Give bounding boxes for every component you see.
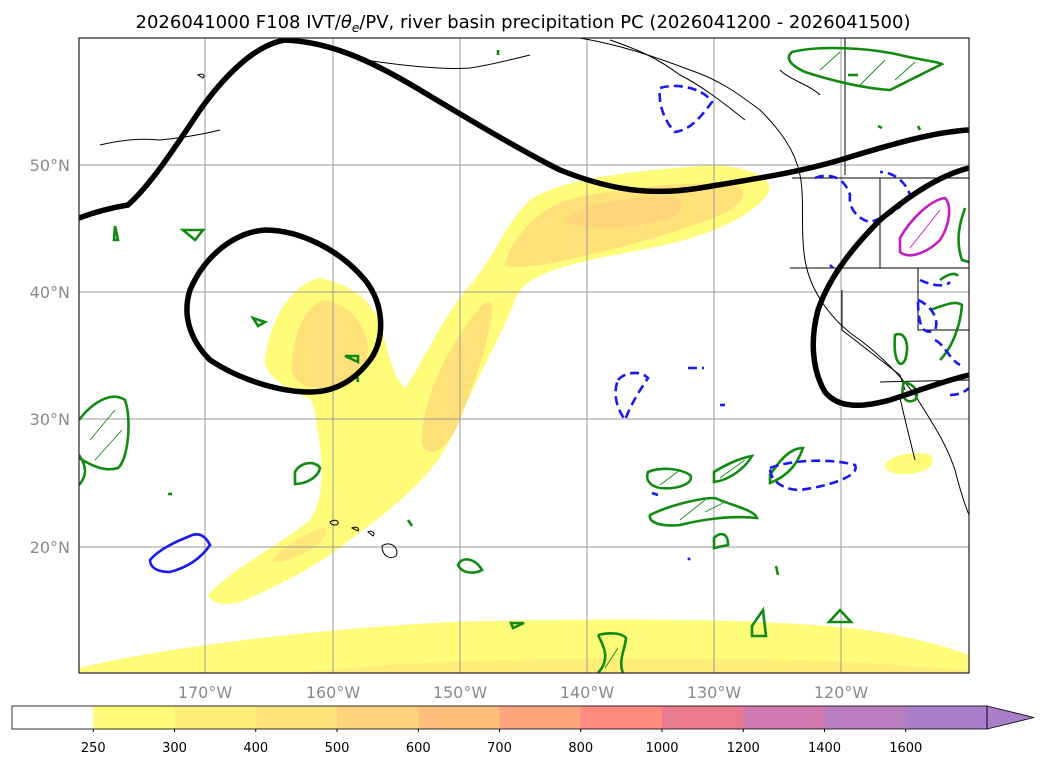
ivt-plume-outer <box>208 165 770 604</box>
colorbar-tick-label: 250 <box>81 741 106 756</box>
colorbar: 250 300 400 500 600 700 800 1000 1200 1400 1600 <box>11 705 1035 756</box>
hawaii-islands <box>329 519 398 559</box>
colorbar-segment <box>93 706 175 729</box>
precip-green-contours <box>79 46 969 673</box>
colorbar-tick-label: 300 <box>162 741 187 756</box>
ivt-plume-inner-south <box>272 528 327 563</box>
ivt-southern-band-inner <box>300 658 969 673</box>
colorbar-tick-label: 800 <box>568 741 593 756</box>
x-tick-label: 150°W <box>433 683 488 702</box>
chart-title: 2026041000 F108 IVT/θe/PV, river basin p… <box>136 12 911 35</box>
map-frame <box>78 37 970 674</box>
colorbar-segment <box>662 706 744 729</box>
colorbar-tick-label: 600 <box>406 741 431 756</box>
colorbar-tick-label: 1200 <box>727 741 760 756</box>
colorbar-tick-label: 1000 <box>645 741 678 756</box>
magenta-hatch <box>909 209 941 249</box>
y-tick-label: 30°N <box>30 410 70 429</box>
colorbar-segment <box>255 706 338 729</box>
colorbar-segment <box>337 706 419 729</box>
colorbar-segment <box>905 706 988 729</box>
colorbar-segment <box>499 706 582 729</box>
x-tick-label: 140°W <box>560 683 615 702</box>
colorbar-segment <box>12 706 94 729</box>
x-tick-label: 160°W <box>306 683 361 702</box>
colorbar-segment <box>418 706 500 729</box>
map-background <box>79 38 969 673</box>
magenta-contour <box>898 196 951 257</box>
precip-green-hatch <box>89 51 916 669</box>
x-tick-label: 170°W <box>178 683 233 702</box>
ivt-plume-inner-mid <box>421 301 492 452</box>
colorbar-tick-label: 1600 <box>889 741 922 756</box>
y-tick-label: 50°N <box>30 156 70 175</box>
y-axis-labels: 50°N 40°N 30°N 20°N <box>30 156 70 557</box>
precip-blue-contours <box>148 491 691 574</box>
colorbar-tick-label: 1400 <box>808 741 841 756</box>
x-axis-labels: 170°W 160°W 150°W 140°W 130°W 120°W <box>178 683 869 702</box>
colorbar-segment <box>824 706 907 729</box>
colorbar-segment <box>580 706 663 729</box>
colorbar-tick-label: 700 <box>487 741 512 756</box>
colorbar-tick-label: 500 <box>325 741 350 756</box>
x-tick-label: 120°W <box>814 683 869 702</box>
x-tick-label: 130°W <box>687 683 742 702</box>
precip-blue-dashed-contours <box>614 84 969 492</box>
colorbar-segment <box>743 706 825 729</box>
y-tick-label: 20°N <box>30 538 70 557</box>
colorbar-extend-arrow <box>986 705 1035 730</box>
pv-contours <box>79 38 969 408</box>
ivt-plume-core-east <box>565 196 684 228</box>
ivt-small-blob <box>884 453 934 475</box>
colorbar-tick-label: 400 <box>243 741 268 756</box>
map-area <box>79 38 969 673</box>
colorbar-segment <box>174 706 257 729</box>
ivt-plume-inner-west <box>292 300 368 388</box>
coastlines <box>99 38 969 516</box>
y-tick-label: 40°N <box>30 283 70 302</box>
